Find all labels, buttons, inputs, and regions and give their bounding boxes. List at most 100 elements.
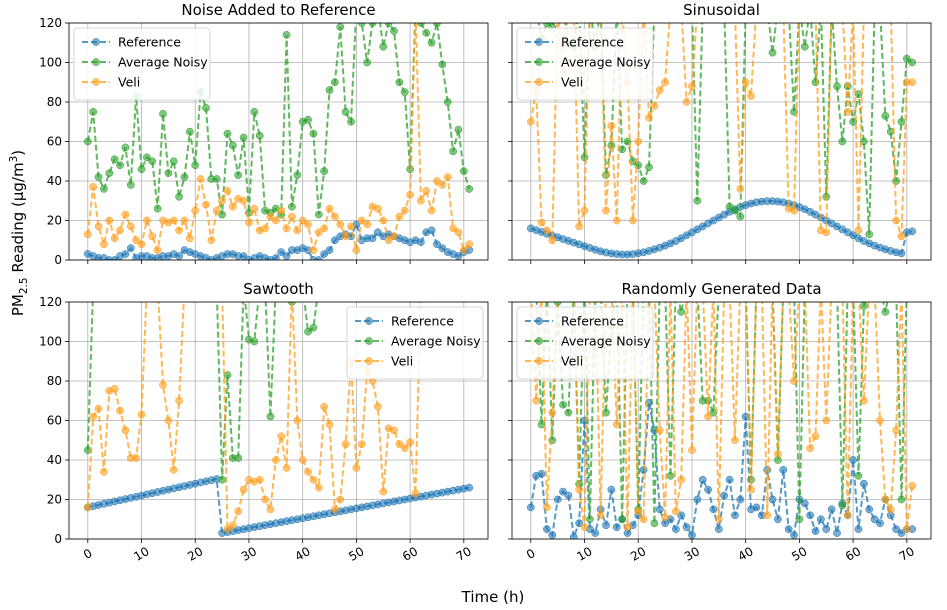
data-point-veli [357,440,366,449]
data-point-veli [537,218,546,227]
data-point-veli [266,212,275,221]
data-point-reference [559,487,567,496]
data-point-veli [352,464,361,472]
data-point-average-noisy [395,78,404,87]
data-point-veli [406,190,414,199]
data-point-veli [747,485,755,494]
data-point-veli [543,503,551,512]
data-point-veli [331,212,339,221]
data-point-veli [828,283,835,290]
legend-swatch-marker [535,38,543,46]
data-point-veli [876,4,883,11]
data-point-veli [438,181,447,189]
data-point-average-noisy [887,283,894,290]
data-point-veli [543,226,551,235]
data-point-average-noisy [667,4,674,11]
data-point-average-noisy [537,420,546,429]
data-point-veli [175,396,183,405]
data-point-average-noisy [459,167,468,175]
data-point-reference [655,505,664,514]
data-point-veli [428,283,435,290]
data-point-veli [586,4,593,11]
data-point-veli [731,436,739,445]
data-point-average-noisy [909,283,916,290]
data-point-veli [271,456,280,464]
data-point-average-noisy [218,475,226,484]
data-point-average-noisy [122,283,129,290]
data-point-reference [876,519,884,528]
x-tick-label: 40 [293,544,313,564]
data-point-average-noisy [881,308,890,316]
data-point-reference [320,250,329,258]
data-point-veli [897,232,906,241]
data-point-average-noisy [838,501,847,510]
data-point-average-noisy [597,283,604,290]
data-point-average-noisy [533,283,540,290]
data-point-average-noisy [95,283,102,290]
data-point-reference [331,236,339,245]
legend-swatch-marker [365,337,373,345]
x-axis-label: Time (h) [461,588,525,606]
panel-title: Sinusoidal [683,1,760,19]
data-point-average-noisy [111,283,118,290]
data-point-veli [688,446,696,454]
data-point-average-noisy [212,175,221,183]
data-point-veli [908,78,917,87]
data-point-average-noisy [828,283,835,290]
data-point-veli [341,440,350,449]
data-point-veli [169,466,178,474]
data-point-veli [384,236,393,245]
data-point-veli [288,212,296,221]
data-point-reference [768,495,777,504]
data-point-veli [559,283,566,290]
panel-title: Sawtooth [243,280,314,298]
data-point-average-noisy [443,98,452,106]
data-point-average-noisy [651,4,658,11]
panel-randomly-generated-data: 0 10 20 30 40 50 60 70 Randomly Generated Data Re… [508,280,932,564]
data-point-veli [143,283,150,290]
legend: Reference Average Noisy Veli [516,27,654,101]
data-point-veli [121,210,130,219]
data-point-average-noisy [607,141,616,150]
data-point-reference [282,252,291,260]
data-point-veli [336,220,345,229]
data-point-average-noisy [576,4,583,11]
data-point-average-noisy [331,78,339,87]
panel-sinusoidal: Sinusoidal Reference Average Noisy Veli [508,1,932,264]
data-point-veli [639,515,648,524]
data-point-veli [341,232,350,241]
data-point-average-noisy [223,371,232,379]
series-group [83,23,474,260]
data-point-veli [850,4,857,11]
data-point-reference [526,503,535,512]
data-point-average-noisy [358,283,365,290]
data-point-average-noisy [527,4,534,11]
data-point-average-noisy [780,4,787,11]
data-point-veli [395,440,404,449]
data-point-veli [807,4,814,11]
data-point-reference [908,227,917,236]
data-point-average-noisy [796,4,803,11]
data-point-reference [553,495,562,504]
panel-title: Randomly Generated Data [621,280,821,298]
data-point-reference [709,505,718,514]
data-point-average-noisy [454,125,463,134]
data-point-veli [320,224,329,233]
data-point-average-noisy [309,129,318,138]
data-point-veli [592,4,599,11]
axes-frame [511,301,932,540]
data-point-veli [661,78,669,87]
data-point-average-noisy [407,283,414,290]
data-point-average-noisy [83,137,92,146]
data-point-reference [465,483,474,492]
data-point-veli [854,226,863,235]
data-point-reference [682,523,691,532]
data-point-veli [650,102,659,110]
data-point-average-noisy [148,157,157,166]
x-tick-label: 0 [81,546,95,562]
data-point-veli [390,232,398,241]
data-point-veli [892,216,900,225]
data-point-average-noisy [347,283,354,290]
data-point-veli [325,204,334,213]
data-point-average-noisy [865,230,874,239]
